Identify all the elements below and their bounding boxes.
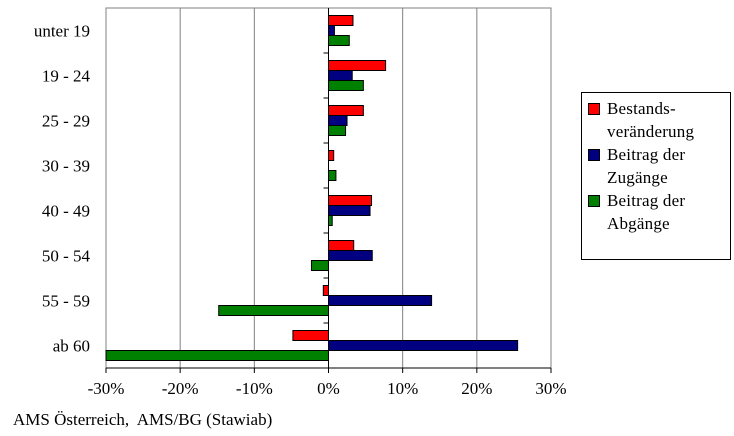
bar [328, 250, 373, 261]
bar [328, 215, 333, 226]
legend-swatch-green [588, 195, 600, 207]
bar [328, 205, 371, 216]
bar [328, 70, 353, 81]
x-tick-label: 10% [387, 379, 418, 398]
y-tick-label: unter 19 [34, 22, 90, 41]
bar [328, 35, 350, 46]
axes [105, 8, 552, 373]
y-tick-label: 25 - 29 [42, 112, 90, 131]
bar [328, 80, 364, 91]
legend-label: Beitrag der Abgänge [607, 191, 686, 233]
legend-swatch-blue [588, 149, 600, 161]
bar [328, 240, 355, 251]
legend: Bestands- veränderung Beitrag der Zugäng… [581, 92, 731, 260]
bar [328, 105, 364, 116]
y-tick-label: 50 - 54 [42, 247, 91, 266]
x-tick-label: -20% [162, 379, 199, 398]
bar [328, 295, 433, 306]
bar [218, 305, 330, 316]
bar [328, 340, 519, 351]
x-tick-label: 0% [317, 379, 340, 398]
legend-label: Beitrag der Zugänge [607, 145, 686, 187]
y-tick-label: ab 60 [53, 337, 90, 356]
x-tick-labels: -30% -20% -10% 0% 10% 20% 30% [88, 379, 567, 398]
y-tick-labels: unter 19 19 - 24 25 - 29 30 - 39 40 - 49 50 -… [34, 22, 91, 356]
legend-item-abgaenge: Beitrag der Abgänge [588, 189, 730, 235]
source-note: AMS Österreich, AMS/BG (Stawiab) [13, 410, 273, 429]
x-tick-label: -10% [236, 379, 273, 398]
bar [328, 25, 335, 36]
x-tick-label: 30% [535, 379, 566, 398]
legend-swatch-red [588, 103, 600, 115]
bar [328, 170, 337, 181]
bar [105, 350, 329, 361]
bar [328, 150, 335, 161]
legend-item-zugaenge: Beitrag der Zugänge [588, 143, 730, 189]
bar [328, 15, 354, 26]
y-tick-label: 30 - 39 [42, 157, 90, 176]
bar [328, 125, 347, 136]
y-tick-label: 40 - 49 [42, 202, 90, 221]
legend-label: Bestands- veränderung [607, 99, 695, 141]
x-tick-label: -30% [88, 379, 125, 398]
legend-item-bestand: Bestands- veränderung [588, 97, 730, 143]
x-tick-label: 20% [461, 379, 492, 398]
bar [292, 330, 329, 341]
bar [328, 60, 387, 71]
bar [310, 260, 330, 271]
bar [322, 285, 329, 296]
bar [328, 115, 348, 126]
y-tick-label: 55 - 59 [42, 292, 90, 311]
bar [328, 195, 373, 206]
y-tick-label: 19 - 24 [42, 67, 91, 86]
